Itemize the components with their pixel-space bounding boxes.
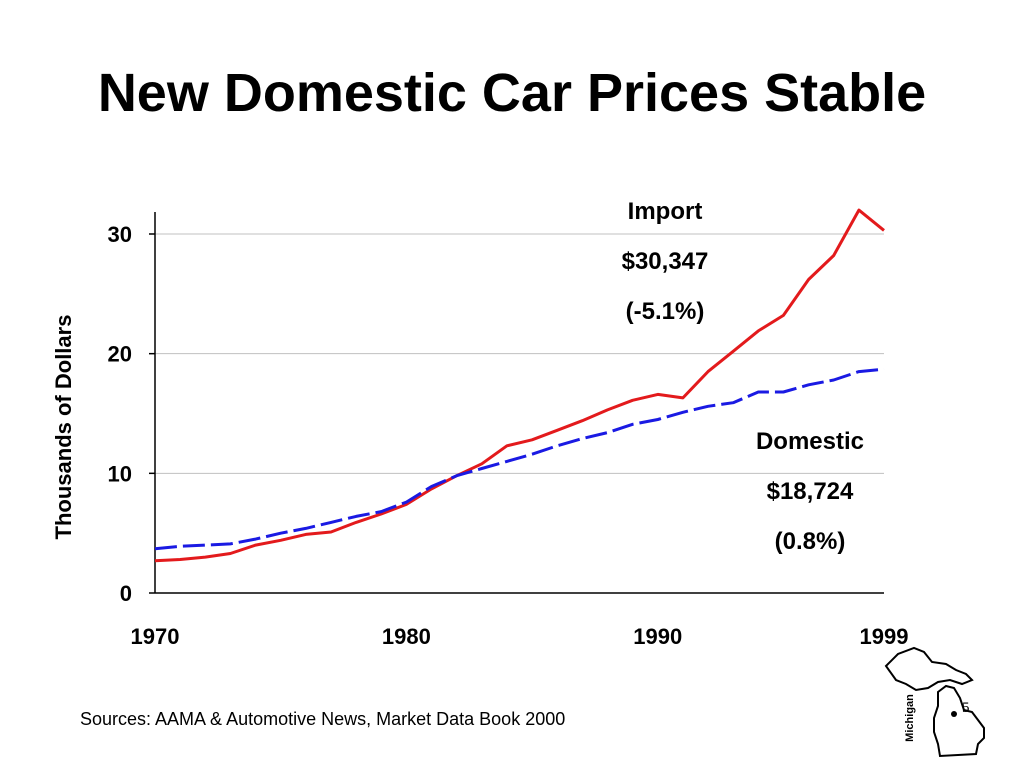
domestic-label: Domestic: [755, 428, 865, 455]
domestic-annotation: Domestic $18,724 (0.8%): [735, 428, 885, 578]
domestic-series-line: [154, 367, 885, 551]
domestic-change: (0.8%): [774, 528, 846, 555]
series-lines: [154, 208, 885, 563]
import-annotation: Import $30,347 (-5.1%): [590, 198, 740, 348]
x-tick-label-1980: 1980: [382, 624, 431, 649]
import-series-line: [154, 208, 885, 563]
y-axis-label: Thousands of Dollars: [51, 314, 76, 540]
x-tick-label-1990: 1990: [633, 624, 682, 649]
import-change: (-5.1%): [625, 298, 705, 325]
y-tick-label-20: 20: [108, 342, 132, 367]
axes: [149, 212, 884, 594]
gridlines: [155, 233, 884, 474]
y-tick-label-0: 0: [120, 581, 132, 606]
sources-footnote: Sources: AAMA & Automotive News, Market …: [80, 709, 566, 729]
import-label: Import: [627, 198, 703, 225]
x-tick-label-1999: 1999: [860, 624, 909, 649]
page-number: 5: [962, 700, 970, 716]
michigan-map-icon: [884, 646, 985, 758]
y-tick-label-10: 10: [108, 461, 132, 486]
page-title: New Domestic Car Prices Stable: [97, 63, 927, 123]
domestic-price: $18,724: [766, 478, 854, 505]
x-tick-label-1970: 1970: [131, 624, 180, 649]
tick-labels: 0 10 20 30 1970 1980 1990 1999: [108, 222, 909, 649]
state-label: Michigan: [904, 694, 916, 742]
y-tick-label-30: 30: [108, 222, 132, 247]
import-price: $30,347: [621, 248, 709, 275]
